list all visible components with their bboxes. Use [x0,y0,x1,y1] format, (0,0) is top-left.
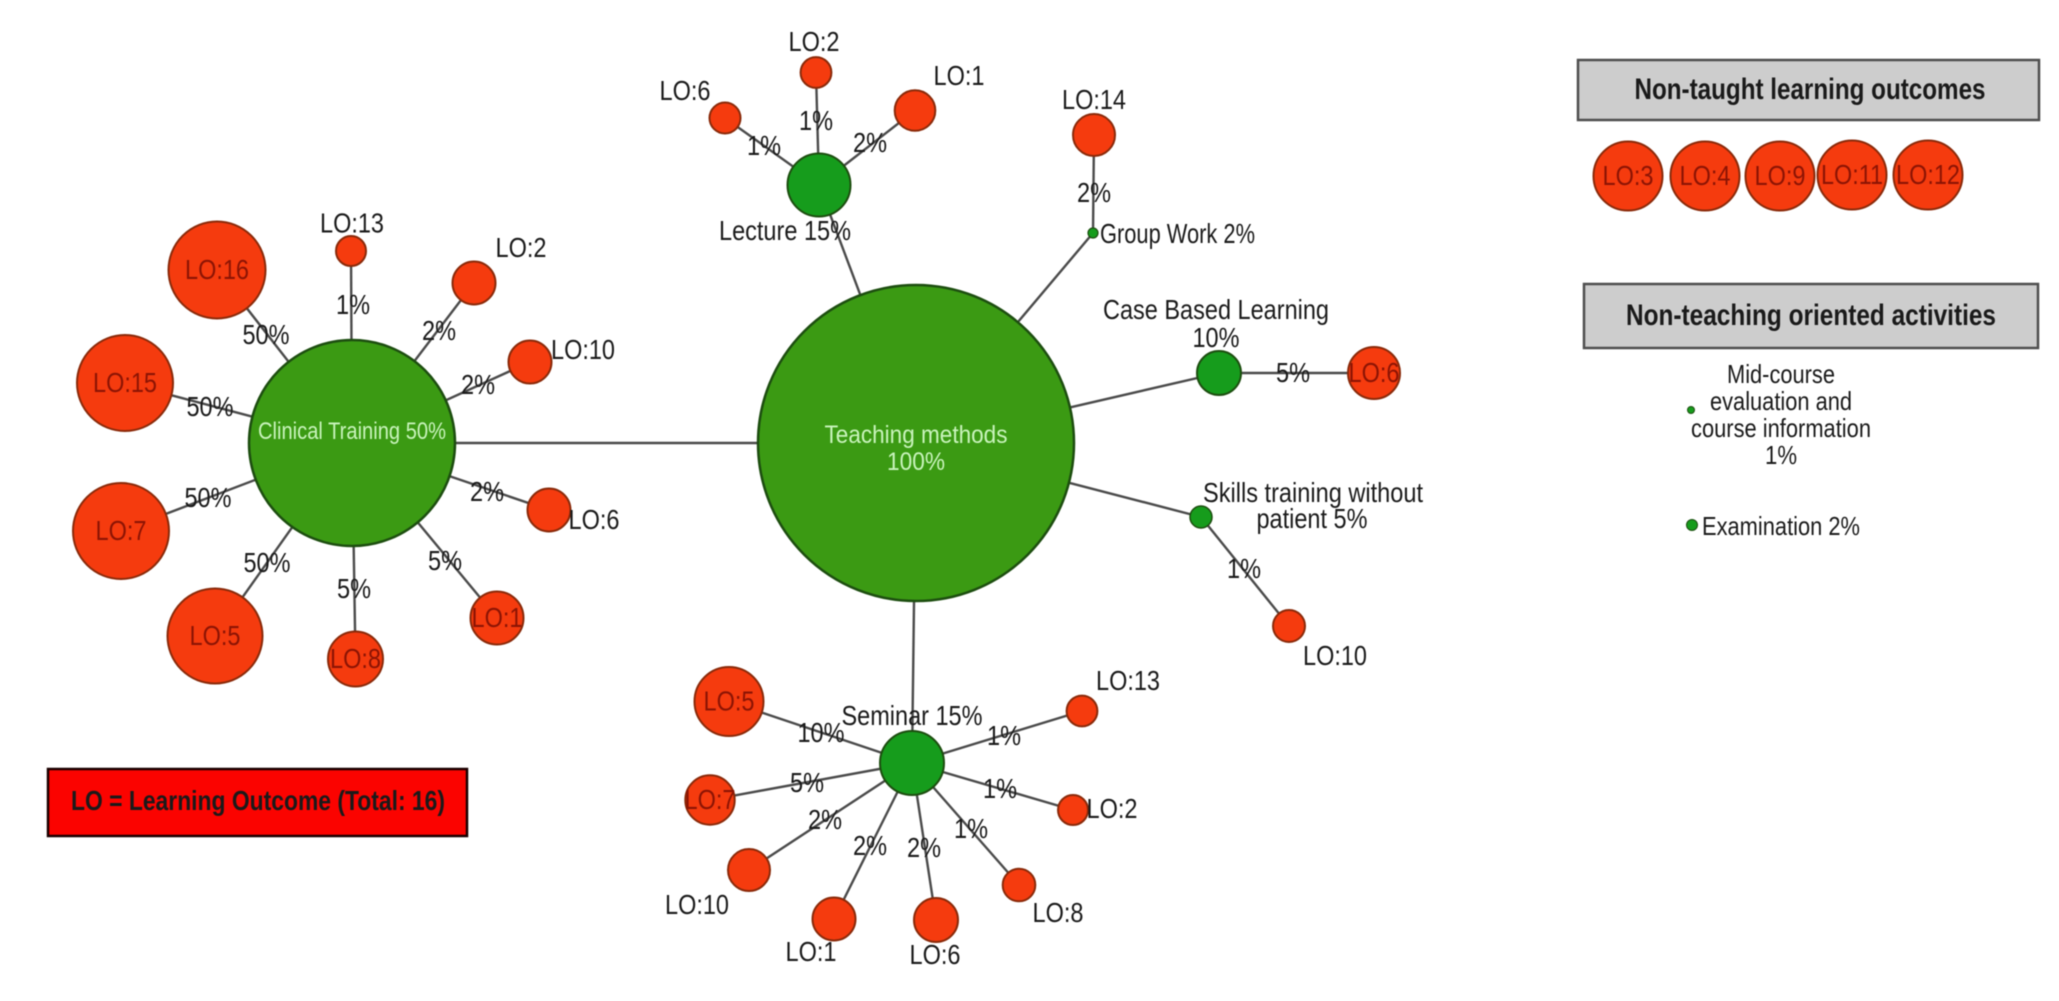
svg-text:LO = Learning Outcome (Total:: LO = Learning Outcome (Total: 16) [71,785,445,816]
svg-text:LO:15: LO:15 [93,367,157,398]
svg-text:50%: 50% [187,391,234,422]
svg-text:2%: 2% [1077,177,1111,208]
svg-text:Teaching methods: Teaching methods [825,421,1008,449]
svg-text:2%: 2% [422,315,456,346]
svg-text:1%: 1% [983,773,1017,804]
svg-text:LO:14: LO:14 [1062,84,1126,115]
svg-text:LO:13: LO:13 [1096,665,1160,696]
svg-text:1%: 1% [747,130,781,161]
svg-text:LO:6: LO:6 [1349,357,1400,388]
svg-text:1%: 1% [1227,553,1261,584]
svg-text:LO:2: LO:2 [1087,793,1138,824]
svg-text:50%: 50% [185,482,232,513]
svg-text:2%: 2% [461,369,495,400]
svg-text:LO:12: LO:12 [1896,159,1960,190]
svg-text:10%: 10% [1193,322,1240,353]
svg-text:LO:2: LO:2 [789,26,840,57]
svg-text:LO:7: LO:7 [685,784,736,815]
svg-text:LO:6: LO:6 [910,939,961,970]
svg-text:LO:1: LO:1 [472,602,523,633]
svg-text:LO:7: LO:7 [96,515,147,546]
svg-text:LO:2: LO:2 [496,232,547,263]
svg-text:LO:10: LO:10 [1303,640,1367,671]
svg-text:Group Work 2%: Group Work 2% [1100,218,1255,249]
svg-text:1%: 1% [954,813,988,844]
svg-text:LO:4: LO:4 [1680,160,1731,191]
svg-text:LO:8: LO:8 [330,643,381,674]
svg-text:5%: 5% [1276,357,1310,388]
svg-text:Seminar 15%: Seminar 15% [842,700,983,731]
svg-text:LO:5: LO:5 [190,620,241,651]
svg-text:LO:6: LO:6 [660,75,711,106]
svg-text:Examination 2%: Examination 2% [1702,511,1860,541]
svg-text:1%: 1% [987,720,1021,751]
svg-text:Non-taught learning outcomes: Non-taught learning outcomes [1635,73,1986,106]
svg-text:LO:1: LO:1 [934,60,985,91]
svg-text:1%: 1% [1765,440,1797,470]
svg-text:1%: 1% [336,289,370,320]
svg-text:2%: 2% [853,127,887,158]
svg-text:LO:10: LO:10 [551,334,615,365]
svg-text:LO:1: LO:1 [786,936,837,967]
svg-text:LO:6: LO:6 [569,504,620,535]
svg-text:patient 5%: patient 5% [1257,503,1368,534]
svg-text:5%: 5% [790,767,824,798]
svg-text:2%: 2% [853,830,887,861]
svg-text:LO:9: LO:9 [1755,160,1806,191]
svg-text:5%: 5% [428,545,462,576]
svg-text:Mid-course: Mid-course [1727,359,1835,389]
svg-text:2%: 2% [470,476,504,507]
svg-text:Skills training without: Skills training without [1203,477,1423,508]
svg-text:LO:13: LO:13 [320,208,384,239]
svg-text:1%: 1% [799,105,833,136]
svg-text:course information: course information [1691,413,1871,443]
svg-text:Case Based Learning: Case Based Learning [1103,294,1329,325]
svg-text:10%: 10% [798,717,845,748]
svg-text:LO:8: LO:8 [1033,897,1084,928]
svg-text:100%: 100% [887,448,945,476]
svg-text:LO:5: LO:5 [704,686,755,717]
svg-text:50%: 50% [244,547,291,578]
svg-text:2%: 2% [907,832,941,863]
svg-text:Clinical Training 50%: Clinical Training 50% [258,418,446,445]
svg-text:Non-teaching oriented activiti: Non-teaching oriented activities [1626,299,1996,332]
svg-text:LO:10: LO:10 [665,889,729,920]
svg-text:LO:11: LO:11 [1821,159,1883,190]
svg-text:LO:3: LO:3 [1603,160,1654,191]
svg-text:LO:16: LO:16 [185,254,249,285]
svg-text:5%: 5% [337,573,371,604]
svg-text:Lecture 15%: Lecture 15% [719,215,851,246]
svg-text:evaluation and: evaluation and [1710,386,1852,416]
svg-text:50%: 50% [243,319,290,350]
svg-text:2%: 2% [808,804,842,835]
